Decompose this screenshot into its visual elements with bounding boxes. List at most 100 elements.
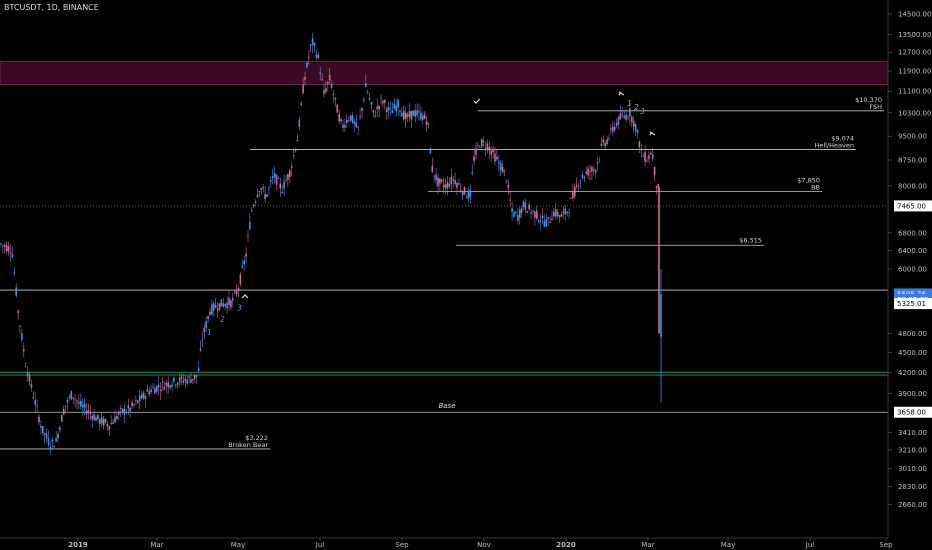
- tick-label: Sep: [879, 541, 893, 549]
- candle-body: [384, 100, 386, 103]
- candle-body: [57, 433, 59, 439]
- candle-body: [606, 139, 608, 144]
- tick-label: 9500.00: [898, 133, 927, 141]
- candle-body: [323, 90, 325, 94]
- candle-body: [108, 426, 111, 430]
- candle-body: [135, 400, 137, 402]
- candle-body: [169, 385, 171, 388]
- candle-body: [61, 415, 63, 422]
- tick-label: 8750.00: [898, 156, 927, 164]
- candle-body: [49, 447, 52, 449]
- candle-body: [412, 110, 415, 116]
- candle-body: [579, 180, 582, 182]
- candle-body: [646, 160, 648, 162]
- candle-body: [51, 439, 54, 442]
- tick-label: 3900.00: [898, 390, 927, 398]
- tick-label: 11900.00: [898, 68, 931, 76]
- candle-body: [342, 124, 344, 128]
- candle-body: [279, 183, 282, 189]
- candle-body: [213, 303, 215, 311]
- candle-body: [566, 211, 568, 213]
- candle-body: [338, 113, 340, 122]
- candle-body: [47, 438, 50, 445]
- candle-body: [216, 308, 219, 311]
- candle-body: [140, 394, 143, 399]
- candle-body: [619, 113, 622, 119]
- candle-body: [194, 374, 196, 379]
- candle-body: [346, 119, 348, 123]
- candle-body: [19, 325, 21, 327]
- candle-body: [602, 139, 605, 143]
- candle-body: [165, 382, 168, 386]
- tick-label: 4800.00: [898, 330, 927, 338]
- tick-label: 6000.00: [898, 266, 927, 274]
- candle-body: [347, 120, 350, 121]
- candle-body: [34, 399, 36, 405]
- candle-body: [300, 102, 302, 106]
- candle-body: [467, 191, 470, 199]
- candle-body: [658, 187, 660, 334]
- candle-body: [442, 184, 445, 188]
- candle-body: [547, 217, 549, 219]
- candle-body: [15, 287, 17, 296]
- tick-label: 6800.00: [898, 229, 927, 237]
- tick-label: 3210.00: [898, 447, 927, 455]
- candle-body: [123, 408, 126, 415]
- candle-body: [543, 221, 546, 227]
- candle-body: [11, 254, 14, 258]
- candle-body: [427, 123, 430, 125]
- candle-body: [479, 146, 481, 148]
- candle-body: [564, 208, 567, 215]
- candle-body: [317, 55, 320, 58]
- level-price-label: $6,515: [739, 236, 762, 244]
- candle-body: [642, 156, 644, 157]
- tick-label: 12700.00: [898, 49, 931, 57]
- flag-icon: [618, 91, 625, 96]
- candle-body: [152, 387, 154, 389]
- candle-body: [232, 297, 234, 301]
- candle-body: [380, 97, 382, 99]
- candle-body: [119, 408, 122, 409]
- candle-body: [594, 170, 597, 173]
- candle-body: [598, 158, 601, 160]
- candle-body: [366, 91, 369, 94]
- price-label-box: [894, 406, 932, 418]
- candle-body: [401, 112, 403, 117]
- candle-body: [475, 148, 477, 155]
- candle-body: [53, 445, 55, 448]
- candle-body: [365, 83, 367, 87]
- chart-title: BTCUSDT, 1D, BINANCE: [4, 3, 99, 12]
- candle-body: [306, 62, 308, 68]
- candle-body: [330, 84, 333, 88]
- candle-body: [304, 76, 306, 80]
- candle-body: [188, 376, 190, 378]
- base-label: Base: [438, 402, 455, 410]
- candle-body: [408, 111, 411, 117]
- candle-body: [581, 174, 584, 178]
- wave-label-blue: 1: [207, 328, 212, 337]
- candle-body: [95, 417, 97, 421]
- candle-body: [23, 349, 25, 352]
- candle-body: [131, 402, 133, 406]
- candle-body: [237, 288, 240, 290]
- candle-body: [623, 116, 625, 118]
- candle-body: [562, 211, 565, 214]
- tick-label: May: [231, 541, 245, 549]
- candle-body: [374, 115, 377, 117]
- level-price-label: $10,370: [855, 96, 882, 104]
- candle-body: [482, 141, 485, 143]
- candle-body: [294, 149, 297, 152]
- tick-label: 4200.00: [898, 369, 927, 377]
- candle-body: [178, 377, 181, 383]
- candle-body: [593, 169, 595, 171]
- candle-body: [558, 215, 561, 218]
- candle-body: [490, 150, 492, 155]
- price-label-text: 5325.01: [897, 300, 926, 308]
- candle-body: [2, 245, 4, 246]
- candle-body: [634, 123, 637, 131]
- candle-body: [277, 178, 280, 180]
- candle-body: [632, 120, 635, 127]
- candle-body: [99, 419, 101, 424]
